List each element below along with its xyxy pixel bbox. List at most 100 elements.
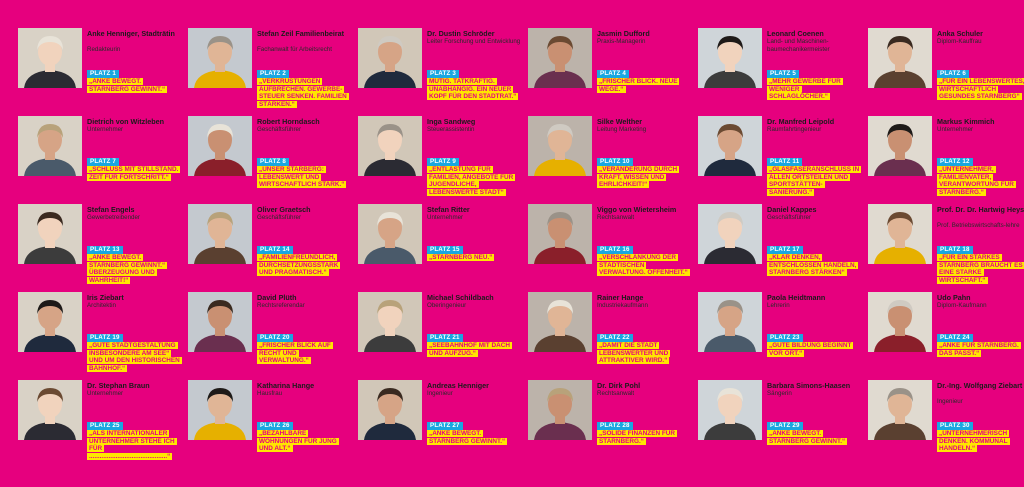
candidate-card: Michael Schildbach Oberingenieur PLATZ 21 „… <box>356 290 522 376</box>
candidate-name: Stefan Zeil Familienbeirat <box>257 29 345 38</box>
candidate-card: Stefan Engels Gewerbetreibender PLATZ 13 „A… <box>16 202 182 288</box>
platz-badge: PLATZ 28 <box>597 422 633 430</box>
quote-text: „FÜR EIN LEBENSWERTES, WIRTSCHAFTLICH GE… <box>937 78 1024 101</box>
candidate-card: Barbara Simons-Haasen Sängerin PLATZ 29 „AN… <box>696 378 862 464</box>
candidate-card: Udo Pahn Diplom-Kaufmann PLATZ 24 „ANKE FÜR… <box>866 290 1024 376</box>
candidate-quote: „UNTERNEHMERISCH DENKEN. KOMMUNAL HANDEL… <box>868 430 1024 453</box>
candidate-card: Robert Horndasch Geschäftsführer PLATZ 8 „U… <box>186 114 352 200</box>
candidate-name: Michael Schildbach <box>427 293 494 302</box>
candidate-photo <box>868 292 932 352</box>
platz-badge: PLATZ 1 <box>87 70 120 78</box>
candidate-quote: „ANKE FÜR STARNBERG. DAS PASST.“ <box>937 342 1024 357</box>
candidate-quote: „SOLIDE FINANZEN FÜR STARNBERG.“ <box>597 430 692 445</box>
candidate-name: Udo Pahn <box>937 293 971 302</box>
candidate-role: Gewerbetreibender <box>87 214 140 221</box>
candidate-card: Paola Heidtmann Lehrerin PLATZ 23 „GUTE BIL… <box>696 290 862 376</box>
candidate-role: Lehrerin <box>767 302 790 309</box>
candidate-role: Fachanwalt für Arbeitsrecht <box>257 46 332 53</box>
candidate-card: Dr. Manfred Leipold Raumfahrtingenieur PLA… <box>696 114 862 200</box>
candidate-name: Iris Ziebart <box>87 293 124 302</box>
candidate-photo <box>868 380 932 440</box>
candidate-name: Dr. Dustin Schröder <box>427 29 495 38</box>
quote-text: „FRISCHER BLICK AUF RECHT UND VERWALTUNG… <box>257 342 333 365</box>
candidate-photo <box>358 292 422 352</box>
quote-text: MUTIG. TATKRÄFTIG. UNABHÄNGIG. EIN NEUER… <box>427 78 519 101</box>
candidate-photo <box>528 204 592 264</box>
candidate-quote: „BEZAHLBARE WOHNUNGEN FÜR JUNG UND ALT.“ <box>188 430 350 453</box>
platz-badge: PLATZ 18 <box>937 246 973 254</box>
candidate-role: Unternehmer <box>87 390 124 397</box>
candidate-quote: „VERKRUSTUNGEN AUFBRECHEN. GEWERBE-STEUE… <box>188 78 350 108</box>
candidate-card: Stefan Zeil Familienbeirat Fachanwalt für… <box>186 26 352 112</box>
candidate-role: Industriekaufmann <box>597 302 648 309</box>
quote-text: „SOLIDE FINANZEN FÜR STARNBERG.“ <box>597 430 677 445</box>
candidate-card: Anka Schuler Diplom-Kauffrau PLATZ 6 „FÜR E… <box>866 26 1024 112</box>
candidate-quote: „MEHR GEWERBE FÜR WENIGER SCHLAGLÖCHER.“ <box>767 78 862 101</box>
candidate-role: Diplom-Kaufmann <box>937 302 987 309</box>
candidate-quote: „STARNBERG NEU.“ <box>427 254 522 262</box>
candidate-photo <box>698 380 762 440</box>
candidate-role: Unternehmer <box>87 126 124 133</box>
quote-text: „ANKE BEWEGT. STARNBERG GEWINNT.“ <box>767 430 848 445</box>
candidate-photo <box>358 116 422 176</box>
candidate-role: Geschäftsführer <box>257 126 302 133</box>
candidate-role: Hausfrau <box>257 390 283 397</box>
candidate-name: Robert Horndasch <box>257 117 320 126</box>
candidate-role: Rechtsanwalt <box>597 390 635 397</box>
platz-badge: PLATZ 15 <box>427 246 463 254</box>
candidate-photo <box>698 204 762 264</box>
platz-badge: PLATZ 2 <box>257 70 290 78</box>
candidate-quote: „GLASFASERANSCHLUSS IN ALLEN ORTSTEILEN … <box>698 166 862 196</box>
candidate-name: Daniel Kappes <box>767 205 817 214</box>
candidate-name: Andreas Henniger <box>427 381 489 390</box>
candidate-name: Inga Sandweg <box>427 117 476 126</box>
candidate-card: Markus Kimmich Unternehmer PLATZ 12 „UNTERN… <box>866 114 1024 200</box>
candidate-card: Dr.-Ing. Wolfgang Ziebart Ingenieur PLATZ … <box>866 378 1024 464</box>
candidate-role: Rechtsanwalt <box>597 214 635 221</box>
candidate-card: Dietrich von Witzleben Unternehmer PLATZ 7… <box>16 114 182 200</box>
candidate-photo <box>698 116 762 176</box>
candidate-photo <box>698 28 762 88</box>
candidate-photo <box>868 28 932 88</box>
candidate-name: David Plüth <box>257 293 297 302</box>
candidate-name: Anke Henniger, Stadträtin <box>87 29 175 38</box>
platz-badge: PLATZ 29 <box>767 422 803 430</box>
candidate-card: Andreas Henniger Ingenieur PLATZ 27 „ANKE B… <box>356 378 522 464</box>
candidate-photo <box>528 380 592 440</box>
quote-text: „VERSCHLANKUNG DER STÄDTISCHEN VERWALTUN… <box>597 254 690 277</box>
candidate-quote: „FAMILIENFREUNDLICH, DURCHSETZUNGSSTARK … <box>188 254 350 277</box>
candidate-card: Rainer Hange Industriekaufmann PLATZ 22 „DA… <box>526 290 692 376</box>
candidate-role: Geschäftsführer <box>257 214 302 221</box>
candidate-name: Dr. Stephan Braun <box>87 381 150 390</box>
candidate-photo <box>188 292 252 352</box>
candidate-name: Anka Schuler <box>937 29 983 38</box>
candidate-quote: „ANKE BEWEGT. STARNBERG GEWINNT.“ <box>427 430 522 445</box>
candidate-card: Viggo von Wietersheim Rechtsanwalt PLATZ 1… <box>526 202 692 288</box>
candidate-photo <box>358 380 422 440</box>
platz-badge: PLATZ 10 <box>597 158 633 166</box>
candidate-quote: „DAMIT DIE STADT LEBENSWERTER UND ATTRAK… <box>528 342 690 365</box>
quote-text: „ANKE FÜR STARNBERG. DAS PASST.“ <box>937 342 1021 357</box>
candidate-photo <box>18 28 82 88</box>
candidate-photo <box>18 204 82 264</box>
platz-badge: PLATZ 23 <box>767 334 803 342</box>
candidate-name: Markus Kimmich <box>937 117 995 126</box>
candidate-card: Iris Ziebart Architektin PLATZ 19 „GUTE STA… <box>16 290 182 376</box>
candidate-quote: „SEEBAHNHOF MIT DACH UND AUFZUG.“ <box>427 342 522 357</box>
candidate-role: Leiter Forschung und Entwicklung <box>427 38 521 45</box>
candidate-quote: „ENTLASTUNG FÜR FAMILIEN, ANGEBOTE FÜR J… <box>358 166 520 196</box>
candidate-photo <box>868 116 932 176</box>
quote-text: „DAMIT DIE STADT LEBENSWERTER UND ATTRAK… <box>597 342 671 365</box>
candidate-name: Dietrich von Witzleben <box>87 117 165 126</box>
platz-badge: PLATZ 9 <box>427 158 460 166</box>
candidate-card: David Plüth Rechtsreferendar PLATZ 20 „FRIS… <box>186 290 352 376</box>
candidate-name: Dr. Manfred Leipold <box>767 117 835 126</box>
candidate-role: Praxis-Managerin <box>597 38 646 45</box>
platz-badge: PLATZ 24 <box>937 334 973 342</box>
quote-text: „ALS INTERNATIONALER UNTERNEHMER STEHE I… <box>87 430 177 460</box>
candidate-photo <box>528 28 592 88</box>
candidate-card: Daniel Kappes Geschäftsführer PLATZ 17 „KLA… <box>696 202 862 288</box>
quote-text: „ANKE BEWEGT. STARNBERG GEWINNT.“ <box>427 430 508 445</box>
candidate-role: Rechtsreferendar <box>257 302 305 309</box>
candidate-role: Redakteurin <box>87 46 121 53</box>
